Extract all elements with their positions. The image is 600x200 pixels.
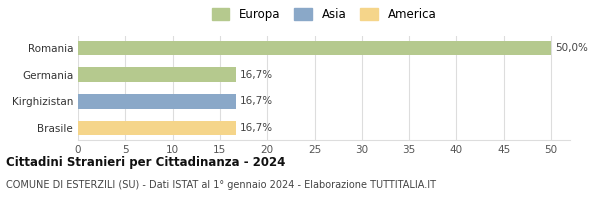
Bar [78,67,236,82]
Text: COMUNE DI ESTERZILI (SU) - Dati ISTAT al 1° gennaio 2024 - Elaborazione TUTTITAL: COMUNE DI ESTERZILI (SU) - Dati ISTAT al… [6,180,436,190]
Text: 16,7%: 16,7% [240,96,273,106]
Text: 50,0%: 50,0% [555,43,588,53]
Text: 16,7%: 16,7% [240,70,273,80]
Bar [78,121,236,135]
Legend: Europa, Asia, America: Europa, Asia, America [208,5,440,25]
Bar [78,41,551,55]
Bar [78,94,236,109]
Text: Cittadini Stranieri per Cittadinanza - 2024: Cittadini Stranieri per Cittadinanza - 2… [6,156,286,169]
Text: 16,7%: 16,7% [240,123,273,133]
